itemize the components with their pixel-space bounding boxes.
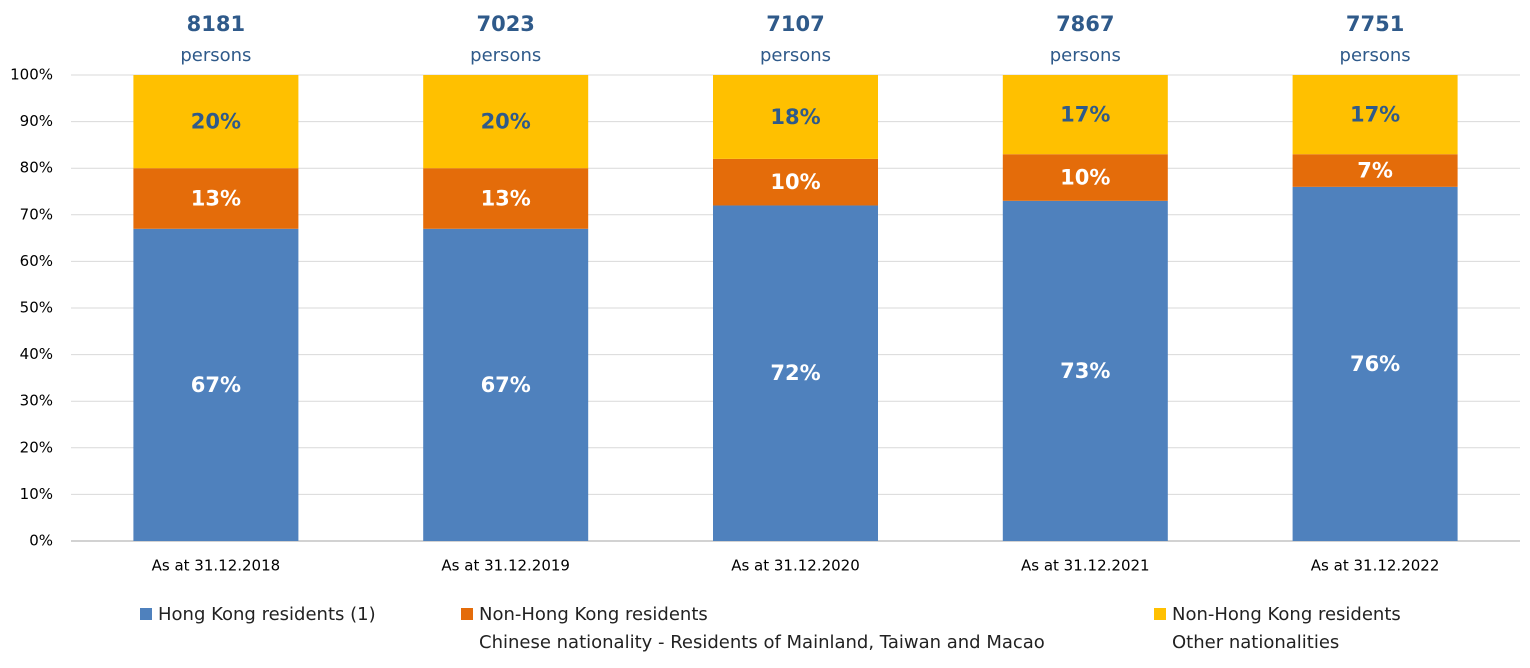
total-label: 8181: [187, 12, 245, 36]
legend-swatch: [1154, 608, 1166, 620]
x-tick-label: As at 31.12.2021: [1021, 557, 1150, 575]
legend-label: Non-Hong Kong residents: [479, 604, 708, 625]
data-label: 73%: [1060, 359, 1110, 383]
bar-segment: [713, 205, 878, 542]
data-label: 20%: [191, 110, 241, 134]
y-tick-label: 90%: [20, 112, 53, 130]
data-label: 72%: [770, 361, 820, 385]
data-label: 67%: [481, 373, 531, 397]
data-label: 67%: [191, 373, 241, 397]
legend-swatch: [140, 608, 152, 620]
data-label: 20%: [481, 110, 531, 134]
y-tick-label: 20%: [20, 438, 53, 456]
x-tick-label: As at 31.12.2018: [152, 557, 281, 575]
data-label: 10%: [1060, 166, 1110, 190]
total-unit: persons: [760, 45, 831, 66]
total-unit: persons: [180, 45, 251, 66]
bar-segment: [1292, 75, 1458, 155]
total-unit: persons: [1340, 45, 1411, 66]
total-label: 7867: [1056, 12, 1114, 36]
total-label: 7107: [766, 12, 824, 36]
data-label: 76%: [1350, 352, 1400, 376]
y-tick-label: 10%: [20, 485, 53, 503]
data-label: 18%: [770, 105, 820, 129]
y-tick-label: 30%: [20, 392, 53, 410]
legend-detail: Other nationalities: [1172, 632, 1339, 653]
y-tick-label: 0%: [29, 532, 53, 550]
bar-segment: [423, 168, 589, 229]
bar-segment: [423, 228, 589, 541]
total-label: 7751: [1346, 12, 1404, 36]
bar-segment: [423, 75, 589, 169]
y-tick-label: 50%: [20, 299, 53, 317]
legend-label: Hong Kong residents (1): [158, 604, 376, 625]
y-tick-label: 40%: [20, 345, 53, 363]
y-tick-label: 100%: [10, 66, 53, 84]
total-unit: persons: [470, 45, 541, 66]
y-tick-label: 60%: [20, 252, 53, 270]
data-label: 17%: [1060, 103, 1110, 127]
bar-segment: [133, 228, 299, 541]
total-label: 7023: [476, 12, 534, 36]
legend-detail: Chinese nationality - Residents of Mainl…: [479, 632, 1045, 653]
bar-segment: [713, 158, 878, 206]
bar-segment: [133, 168, 299, 229]
bar-segment: [1002, 75, 1168, 155]
data-label: 7%: [1357, 159, 1393, 183]
data-label: 13%: [191, 186, 241, 210]
x-tick-label: As at 31.12.2022: [1311, 557, 1440, 575]
data-label: 13%: [481, 186, 531, 210]
x-tick-label: As at 31.12.2019: [441, 557, 570, 575]
data-label: 17%: [1350, 103, 1400, 127]
total-unit: persons: [1050, 45, 1121, 66]
bar-segment: [1292, 154, 1458, 187]
data-label: 10%: [770, 170, 820, 194]
bar-segment: [1002, 200, 1168, 541]
legend-label: Non-Hong Kong residents: [1172, 604, 1401, 625]
bar-segment: [133, 75, 299, 169]
y-tick-label: 70%: [20, 205, 53, 223]
legend-swatch: [461, 608, 473, 620]
bar-segment: [713, 75, 878, 159]
bar-segment: [1292, 186, 1458, 541]
bar-segment: [1002, 154, 1168, 201]
x-tick-label: As at 31.12.2020: [731, 557, 860, 575]
y-tick-label: 80%: [20, 159, 53, 177]
